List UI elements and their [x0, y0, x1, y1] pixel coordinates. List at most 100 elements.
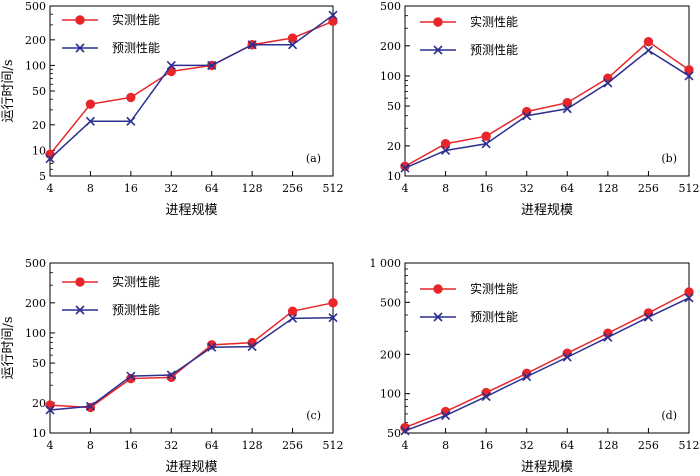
y-tick-label: 100 [380, 388, 401, 401]
data-point [643, 36, 654, 47]
data-point [45, 154, 55, 164]
data-point [562, 352, 572, 362]
x-tick-label: 16 [479, 182, 493, 195]
series-line-1 [49, 302, 334, 409]
x-axis-label: 进程规模 [165, 460, 217, 475]
plot-frame [49, 5, 334, 177]
data-point [522, 111, 532, 121]
data-point [328, 298, 338, 308]
legend-label: 预测性能 [470, 43, 518, 57]
x-tick-label: 8 [87, 182, 94, 195]
data-point [684, 71, 694, 81]
x-axis-label: 进程规模 [165, 203, 217, 218]
data-point [400, 163, 410, 173]
y-tick-label: 200 [25, 34, 46, 47]
series-line-2 [404, 297, 690, 432]
y-tick-label: 10 [32, 427, 46, 440]
data-point [166, 370, 176, 380]
data-point [85, 99, 96, 109]
plot-frame [404, 5, 690, 177]
y-tick-label: 50 [387, 427, 401, 440]
data-point [126, 116, 136, 126]
series-line-1 [49, 20, 334, 155]
legend-marker [75, 15, 85, 25]
legend-label: 实测性能 [470, 281, 518, 296]
x-tick-label: 512 [323, 439, 344, 452]
y-tick-label: 20 [32, 397, 46, 410]
data-point [207, 60, 217, 70]
data-point [126, 371, 136, 381]
y-tick-label: 20 [387, 140, 401, 153]
legend-label: 预测性能 [112, 303, 160, 317]
chart-panel-4: 50 100 200 500 1 000 4 8 16 32 64 128 256 512 进程规模 (d)… [370, 257, 700, 475]
data-point [207, 342, 217, 352]
data-point [522, 372, 532, 382]
data-point [166, 60, 176, 70]
y-tick-label: 100 [380, 70, 401, 83]
x-axis-label: 进程规模 [521, 203, 573, 218]
data-point [126, 92, 136, 103]
panel-label: (b) [661, 152, 677, 165]
y-tick-label: 1 000 [370, 257, 402, 270]
x-tick-label: 256 [638, 439, 659, 452]
x-tick-label: 4 [402, 182, 409, 195]
y-tick-label: 50 [32, 357, 46, 370]
chart-panel-1: 5 10 20 50 100 200 500 4 8 16 32 64 128 256 512 进程规模 运行时… [1, 0, 344, 218]
data-point [85, 116, 95, 126]
legend-marker [75, 305, 85, 315]
data-point [400, 426, 410, 436]
data-point [45, 149, 55, 160]
data-point [481, 131, 491, 141]
data-point [643, 312, 653, 322]
legend-marker [75, 277, 85, 287]
x-tick-label: 8 [442, 182, 449, 195]
x-tick-label: 256 [638, 182, 659, 195]
x-tick-label: 128 [242, 439, 263, 452]
x-tick-label: 64 [205, 439, 219, 452]
y-tick-label: 500 [25, 0, 46, 13]
x-tick-label: 512 [679, 182, 700, 195]
data-point [247, 40, 257, 50]
series-line-1 [404, 291, 690, 429]
data-point [562, 98, 572, 108]
data-point [45, 405, 55, 415]
data-point [562, 104, 572, 114]
y-tick-label: 500 [380, 296, 401, 309]
data-point [481, 392, 491, 402]
x-tick-label: 4 [47, 439, 54, 452]
legend-label: 实测性能 [112, 274, 160, 289]
legend-label: 预测性能 [112, 41, 160, 55]
x-tick-label: 4 [402, 439, 409, 452]
panel-label: (d) [661, 409, 677, 422]
y-tick-label: 500 [380, 0, 401, 13]
x-tick-label: 32 [520, 439, 534, 452]
x-tick-label: 128 [597, 182, 618, 195]
y-tick-label: 200 [380, 40, 401, 53]
y-tick-label: 100 [25, 327, 46, 340]
x-axis-label: 进程规模 [521, 460, 573, 475]
x-tick-label: 512 [323, 182, 344, 195]
data-point [440, 139, 451, 149]
x-tick-label: 32 [164, 182, 178, 195]
panel-label: (a) [306, 152, 321, 165]
y-tick-label: 100 [25, 59, 46, 72]
x-tick-label: 512 [679, 439, 700, 452]
data-point [684, 287, 694, 297]
chart-panel-3: 10 20 50 100 200 500 4 8 16 32 64 128 256 512 进程规模 运行时间… [1, 257, 344, 475]
y-axis-label: 运行时间/s [1, 59, 16, 122]
x-tick-label: 128 [242, 182, 263, 195]
series-line-1 [404, 40, 690, 167]
data-point [287, 33, 298, 43]
legend-marker [433, 17, 443, 27]
data-point [684, 293, 694, 303]
series-line-2 [404, 49, 690, 169]
y-tick-label: 10 [32, 144, 46, 157]
panel-label: (c) [306, 409, 321, 422]
chart-panel-2: 10 20 50 100 200 500 4 8 16 32 64 128 256 512 进程规模 (b) 实… [380, 0, 700, 218]
data-point [643, 45, 653, 55]
y-tick-label: 500 [25, 257, 46, 270]
x-tick-label: 4 [47, 182, 54, 195]
data-point [328, 16, 338, 27]
y-tick-label: 10 [387, 170, 401, 183]
